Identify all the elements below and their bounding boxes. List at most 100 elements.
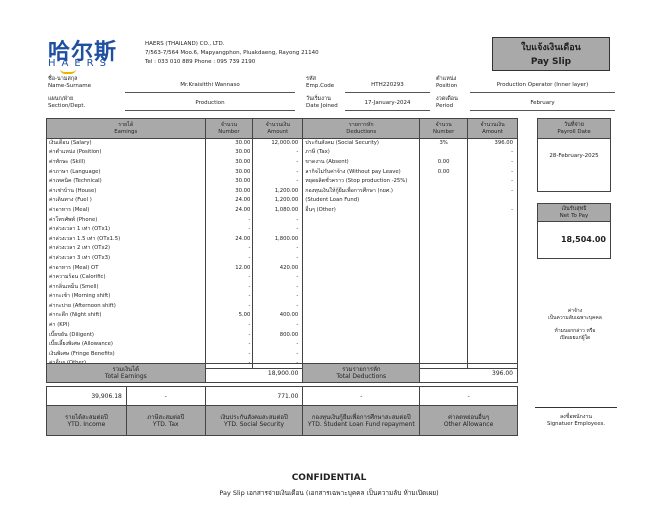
earning-label: ค่ากลิ่นเหม็น (Smell) [46,282,206,292]
deduction-label: หยุดผลิตชั่วคราว (Stop production -25%) [302,176,421,187]
earning-amount: - [252,176,304,187]
joined-label: วันเริ่มงาน Date Joined [306,96,338,109]
deductions-header: รายการหัก Deductions [302,118,421,139]
earning-number: 30.00 [204,186,254,197]
table-row: ค่าโทรศัพท์ (Phone) - - [46,215,518,225]
deduction-amount [467,234,518,245]
deduction-amount: - [467,205,518,216]
deduction-number [419,196,469,206]
earning-label: ค่าเช่าบ้าน (House) [46,186,206,197]
table-row: ค่ากะดึก (Night shift) 5.00 400.00 [46,311,518,321]
confidential-heading: CONFIDENTIAL [291,473,367,483]
deduction-label [302,320,421,331]
deduction-number [419,263,469,273]
earning-label: ค่าเดินทาง (Fuel ) [46,196,206,206]
deduction-amount [467,263,518,273]
deduction-number [419,339,469,350]
deduction-label [302,330,421,340]
deduction-amount [467,301,518,312]
earning-label: ค่าล่วงเวลา 1.5 เท่า (OTx1.5) [46,234,206,245]
section-label: แผนก/ฝ่าย Section/Dept. [48,96,86,109]
deduction-number [419,349,469,360]
earning-amount: - [252,167,304,177]
code-label: รหัส Emp.Code [306,76,335,89]
deduction-label [302,253,421,264]
deduction-number [419,186,469,197]
payslip-table: รายได้ Earnings จำนวน Number จำนวนเงิน Amou… [46,118,518,370]
company-contact: Tel : 033 010 889 Phone : 095 739 2190 [145,59,256,65]
table-row: ค่าเดินทาง (Fuel ) 24.00 1,200.00 (Student … [46,196,518,206]
payslip-title: ใบแจ้งเงินเดือน Pay Slip [492,37,610,71]
earning-number: - [204,272,254,283]
deduction-amount [467,339,518,350]
ytd-label: เงินประกันสังคมสะสมต่อปี YTD. Social Secu… [204,405,304,436]
company-name: HAERS (THAILAND) CO., LTD. [145,41,225,47]
table-row: ค่าทักษะ (Skill) 30.00- ขาดงาน (Absent) 0.0… [46,157,518,168]
logo: 哈尔斯 [48,40,118,65]
earning-number: 30.00 [204,148,254,158]
ytd-value: - [419,386,518,406]
deduction-number [419,244,469,254]
table-row: ค่าเทคนิค (Technical) 30.00- หยุดผลิตชั่วค… [46,176,518,187]
ytd-table: 39,906.18-771.00- - รายได้สะสมต่อปี YTD. I… [46,386,518,436]
ytd-label: กองทุนเงินกู้ยืมเพื่อการศึกษาสะสมต่อปี YT… [302,405,421,436]
ytd-label: ค่าลดหย่อนอื่นๆ Other Allowance [419,405,518,436]
total-deductions: 396.00 [419,363,518,383]
table-row: ค่ากะบ่าย (Afternoon shift) - - [46,301,518,312]
earning-number: - [204,244,254,254]
earning-amount: - [252,320,304,331]
earning-number: - [204,339,254,350]
earning-number: - [204,224,254,235]
deduction-number [419,282,469,292]
earning-number: 12.00 [204,263,254,273]
table-row: เบี้ยเลี้ยงพิเศษ (Allowance) - - [46,339,518,350]
earning-label: ค่าล่วงเวลา 3 เท่า (OTx3) [46,253,206,264]
earning-number: 24.00 [204,196,254,206]
table-row: ค่าล่วงเวลา 2 เท่า (OTx2) - - [46,244,518,254]
earning-label: ค่ากะบ่าย (Afternoon shift) [46,301,206,312]
table-row: ค่าล่วงเวลา 1 เท่า (OTx1) - - [46,224,518,235]
earning-label: เบี้ยเลี้ยงพิเศษ (Allowance) [46,339,206,350]
earning-number: - [204,282,254,292]
deduction-amount [467,320,518,331]
net-pay-box: เงินรับสุทธิ Net To Pay 18,504.00 [537,203,611,259]
deduction-label [302,311,421,321]
earning-label: ค่าความร้อน (Calorific) [46,272,206,283]
earnings-header: รายได้ Earnings [46,118,206,139]
table-row: เงินเดือน (Salary) 30.00 12,000.00 ประกันสั… [46,138,518,149]
logo-text: HAERS [48,58,112,69]
earn-number-header: จำนวน Number [204,118,254,139]
deduction-number: 0.00 [419,157,469,168]
table-row: ค่าความร้อน (Calorific) - - [46,272,518,283]
deduction-label [302,282,421,292]
table-row: ค่าล่วงเวลา 1.5 เท่า (OTx1.5) 24.00 1,800.… [46,234,518,245]
deduction-number [419,224,469,235]
earning-number: - [204,301,254,312]
deduction-number [419,148,469,158]
table-row: ค่ากะเช้า (Morning shift) - - [46,292,518,302]
earning-label: ค่าอาหาร (Meal) OT [46,263,206,273]
ded-number-header: จำนวน Number [419,118,469,139]
earning-amount: - [252,339,304,350]
payroll-date-box: วันที่จ่าย Payroll Date 28-February-2025 [537,118,611,192]
deduction-amount [467,272,518,283]
title-en: Pay Slip [530,57,572,67]
deduction-label: ขาดงาน (Absent) [302,157,421,168]
position-value: Production Operator (Inner layer) [470,76,615,93]
ytd-label: ภาษีสะสมต่อปี YTD. Tax [125,405,206,436]
earning-label: ค่ากะดึก (Night shift) [46,311,206,321]
earning-label: ค่าเทคนิค (Technical) [46,176,206,187]
table-row: ค่าอาหาร (Meal) OT 12.00 420.00 [46,263,518,273]
earning-number: 30.00 [204,157,254,168]
deduction-number [419,330,469,340]
deduction-label [302,349,421,360]
earning-label: เบี้ยขยัน (Diligent) [46,330,206,340]
deduction-label: ประกันสังคม (Social Security) [302,138,421,149]
earning-amount: - [252,282,304,292]
ytd-label: รายได้สะสมต่อปี YTD. Income [46,405,127,436]
deduction-number [419,176,469,187]
earning-amount: - [252,349,304,360]
earning-amount: - [252,215,304,225]
deduction-label: กองทุนเงินให้กู้ยืมเพื่อการศึกษา (กยศ.) [302,186,421,197]
total-earnings: 18,900.00 [204,363,304,383]
